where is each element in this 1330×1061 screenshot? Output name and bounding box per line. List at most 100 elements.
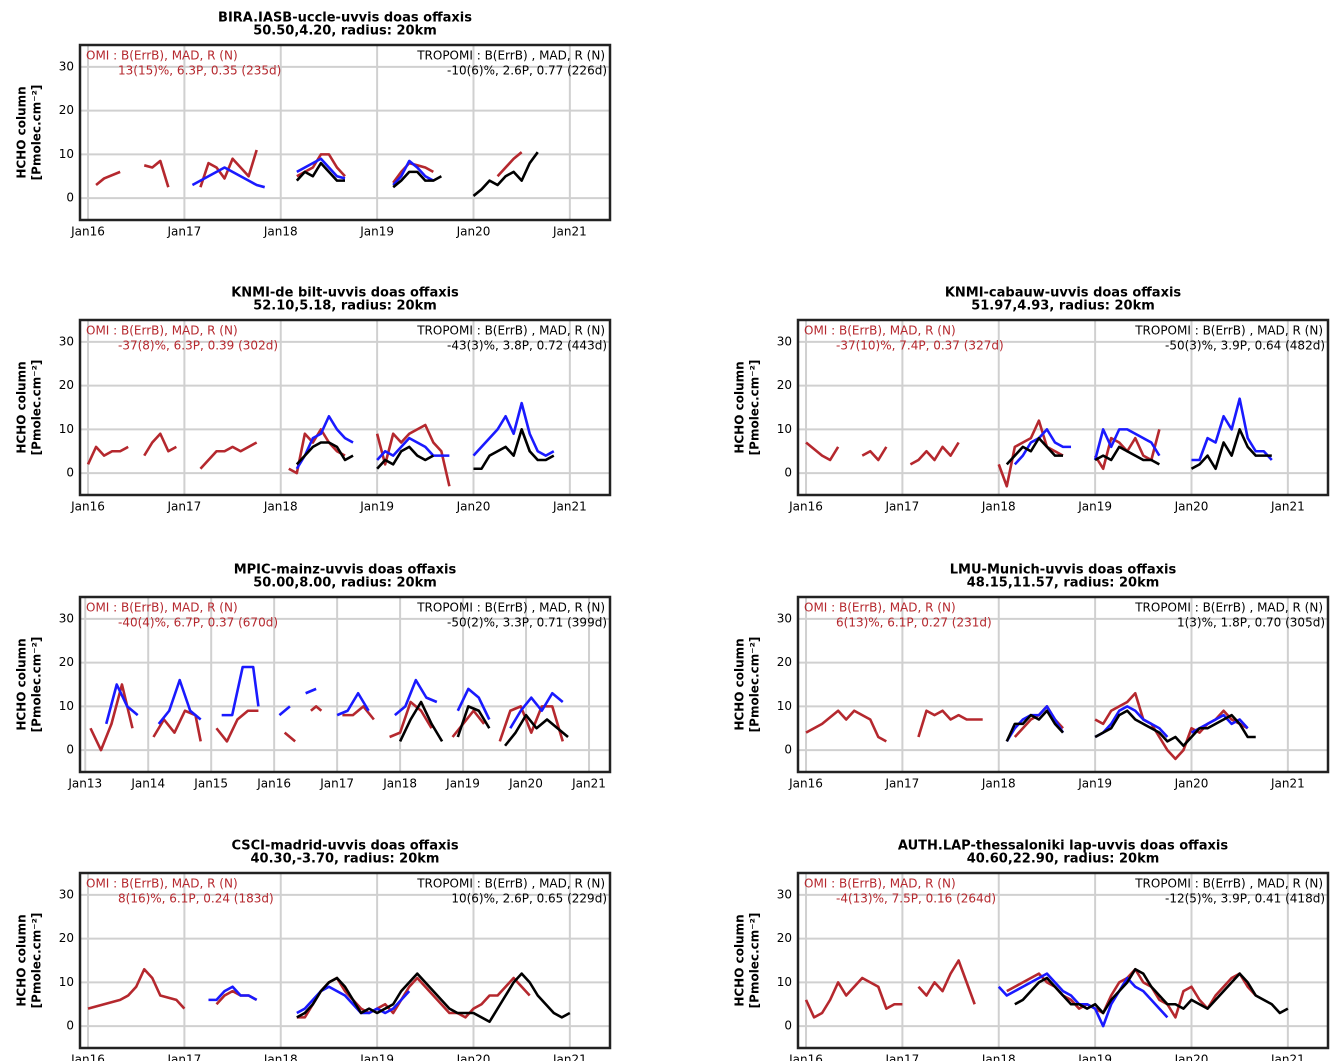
x-tick-label: Jan16 [256,777,291,791]
y-tick-label: 10 [59,975,74,989]
plot-area [80,873,610,1048]
y-tick-label: 30 [777,887,792,901]
axes-box [78,318,612,497]
y-axis-unit: [Pmolec.cm⁻²] [30,637,44,733]
tropomi-stats: -12(5)%, 3.9P, 0.41 (418d) [1165,892,1325,906]
tropomi-stats: 1(3)%, 1.8P, 0.70 (305d) [1177,616,1325,630]
omi-header: OMI : B(ErrB), MAD, R (N) [804,324,956,338]
omi-stats: 13(15)%, 6.3P, 0.35 (235d) [118,64,281,78]
x-tick-label: Jan19 [445,777,480,791]
y-tick-label: 20 [59,655,74,669]
tropomi-stats: -50(3)%, 3.9P, 0.64 (482d) [1165,339,1325,353]
y-tick-label: 30 [777,334,792,348]
chart-subtitle: 50.00,8.00, radius: 20km [253,576,437,591]
series-line [398,700,569,747]
y-axis-unit: [Pmolec.cm⁻²] [748,637,762,733]
chart-title: BIRA.IASB-uccle-uvvis doas offaxis [218,11,472,26]
y-tick-label: 20 [59,931,74,945]
series-line [1014,967,1289,1015]
omi-stats: 8(16)%, 6.1P, 0.24 (183d) [118,892,274,906]
omi-header: OMI : B(ErrB), MAD, R (N) [804,601,956,615]
axes-box [78,871,612,1050]
omi-header: OMI : B(ErrB), MAD, R (N) [86,324,238,338]
x-tick-label: Jan20 [508,777,543,791]
y-axis-label: HCHO column [15,86,29,178]
x-tick-label: Jan17 [885,1053,920,1061]
y-axis-unit: [Pmolec.cm⁻²] [30,360,44,456]
tropomi-header: TROPOMI : B(ErrB) , MAD, R (N) [416,601,605,615]
plot-area [798,597,1328,772]
y-axis-label: HCHO column [15,361,29,453]
x-tick-label: Jan17 [167,1053,202,1061]
x-tick-label: Jan16 [70,1053,105,1061]
x-tick-label: Jan18 [263,500,298,514]
x-tick-label: Jan19 [1077,777,1112,791]
x-tick-label: Jan21 [1270,1053,1305,1061]
y-tick-label: 10 [777,699,792,713]
chart-subtitle: 51.97,4.93, radius: 20km [971,299,1155,314]
omi-stats: 6(13)%, 6.1P, 0.27 (231d) [836,616,992,630]
chart-title: AUTH.LAP-thessaloniki lap-uvvis doas off… [898,839,1228,854]
chart-subtitle: 48.15,11.57, radius: 20km [967,576,1160,591]
x-tick-label: Jan20 [456,1053,491,1061]
y-tick-label: 10 [59,699,74,713]
omi-stats: -37(8)%, 6.3P, 0.39 (302d) [118,339,278,353]
tropomi-stats: -43(3)%, 3.8P, 0.72 (443d) [447,339,607,353]
x-tick-label: Jan17 [885,500,920,514]
y-axis-label: HCHO column [733,361,747,453]
series-line [295,151,539,197]
series-line [295,428,555,471]
x-tick-label: Jan21 [552,500,587,514]
plot-area [80,45,610,220]
series-line [805,419,1161,488]
series-line [1005,709,1256,748]
x-tick-label: Jan19 [359,225,394,239]
tropomi-header: TROPOMI : B(ErrB) , MAD, R (N) [416,877,605,891]
tropomi-header: TROPOMI : B(ErrB) , MAD, R (N) [1134,877,1323,891]
x-tick-label: Jan16 [70,225,105,239]
x-tick-label: Jan21 [552,1053,587,1061]
omi-header: OMI : B(ErrB), MAD, R (N) [804,877,956,891]
axes-box [796,318,1330,497]
series-line [1005,428,1272,471]
y-axis-label: HCHO column [733,914,747,1006]
x-tick-label: Jan18 [263,225,298,239]
plot-area [80,597,610,772]
y-tick-label: 30 [59,334,74,348]
x-tick-label: Jan15 [193,777,228,791]
axes-box [78,595,612,774]
y-tick-label: 30 [59,887,74,901]
series-line [997,972,1169,1028]
x-tick-label: Jan16 [788,500,823,514]
y-tick-label: 0 [784,743,792,757]
y-axis-label: HCHO column [15,914,29,1006]
x-tick-label: Jan17 [319,777,354,791]
y-tick-label: 30 [59,611,74,625]
x-tick-label: Jan18 [981,777,1016,791]
chart-title: MPIC-mainz-uvvis doas offaxis [234,563,457,578]
x-tick-label: Jan13 [67,777,102,791]
panel: Jan16 Jan17 Jan18 Jan19 Jan20 Jan21 0 10 20 30 HCH… [733,286,1330,514]
panel: Jan16 Jan17 Jan18 Jan19 Jan20 Jan21 0 10 20 30 HCH… [15,286,612,514]
x-tick-label: Jan20 [456,225,491,239]
x-tick-label: Jan18 [263,1053,298,1061]
y-tick-label: 30 [59,59,74,73]
x-tick-label: Jan18 [382,777,417,791]
x-tick-label: Jan21 [1270,500,1305,514]
tropomi-stats: -50(2)%, 3.3P, 0.71 (399d) [447,616,607,630]
series-line [1013,397,1273,466]
y-tick-label: 10 [59,422,74,436]
series-line [208,985,411,1015]
y-axis-label: HCHO column [15,638,29,730]
y-tick-label: 10 [777,422,792,436]
omi-header: OMI : B(ErrB), MAD, R (N) [86,877,238,891]
x-tick-label: Jan21 [571,777,606,791]
chart-title: KNMI-de bilt-uvvis doas offaxis [231,286,459,301]
series-line [86,423,451,487]
y-tick-label: 20 [777,655,792,669]
x-tick-label: Jan16 [70,500,105,514]
x-tick-label: Jan19 [359,500,394,514]
x-tick-label: Jan16 [788,1053,823,1061]
